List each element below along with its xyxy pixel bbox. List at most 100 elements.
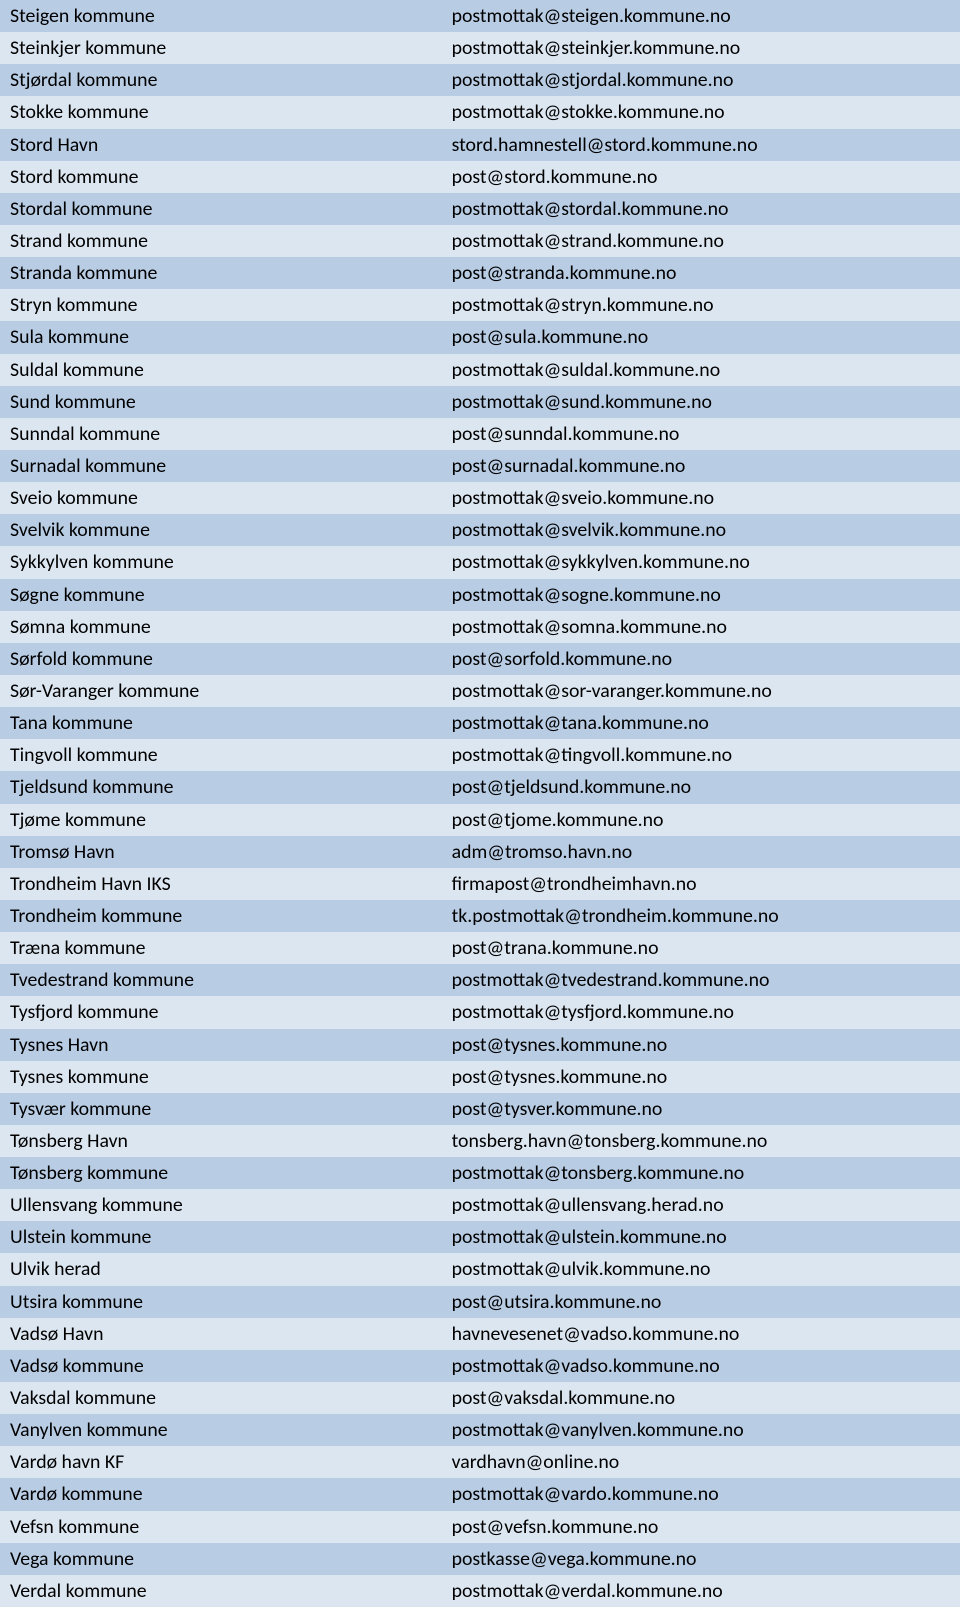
kommune-email: tonsberg.havn@tonsberg.kommune.no xyxy=(442,1125,960,1157)
table-row: Vardø kommunepostmottak@vardo.kommune.no xyxy=(0,1478,960,1510)
kommune-name: Sykkylven kommune xyxy=(0,546,442,578)
kommune-name: Tysfjord kommune xyxy=(0,996,442,1028)
kommune-name: Tønsberg kommune xyxy=(0,1157,442,1189)
kommune-name: Tvedestrand kommune xyxy=(0,964,442,996)
kommune-name: Suldal kommune xyxy=(0,354,442,386)
table-row: Surnadal kommunepost@surnadal.kommune.no xyxy=(0,450,960,482)
kommune-email: post@sorfold.kommune.no xyxy=(442,643,960,675)
kommune-name: Trondheim kommune xyxy=(0,900,442,932)
kommune-email: postmottak@strand.kommune.no xyxy=(442,225,960,257)
kommune-email: postmottak@vanylven.kommune.no xyxy=(442,1414,960,1446)
table-row: Tana kommunepostmottak@tana.kommune.no xyxy=(0,707,960,739)
kommune-name: Sør-Varanger kommune xyxy=(0,675,442,707)
table-row: Træna kommunepost@trana.kommune.no xyxy=(0,932,960,964)
table-row: Tjøme kommunepost@tjome.kommune.no xyxy=(0,804,960,836)
kommune-email-table: Steigen kommunepostmottak@steigen.kommun… xyxy=(0,0,960,1607)
table-row: Sveio kommunepostmottak@sveio.kommune.no xyxy=(0,482,960,514)
kommune-name: Vaksdal kommune xyxy=(0,1382,442,1414)
table-row: Tromsø Havnadm@tromso.havn.no xyxy=(0,836,960,868)
table-row: Stranda kommunepost@stranda.kommune.no xyxy=(0,257,960,289)
table-row: Stord kommunepost@stord.kommune.no xyxy=(0,161,960,193)
kommune-email: postmottak@ullensvang.herad.no xyxy=(442,1189,960,1221)
kommune-name: Sveio kommune xyxy=(0,482,442,514)
table-row: Strand kommunepostmottak@strand.kommune.… xyxy=(0,225,960,257)
kommune-email: post@surnadal.kommune.no xyxy=(442,450,960,482)
kommune-email: postmottak@tvedestrand.kommune.no xyxy=(442,964,960,996)
kommune-email: postmottak@stryn.kommune.no xyxy=(442,289,960,321)
kommune-email: post@vefsn.kommune.no xyxy=(442,1511,960,1543)
table-row: Tysnes Havnpost@tysnes.kommune.no xyxy=(0,1029,960,1061)
table-row: Trondheim Havn IKSfirmapost@trondheimhav… xyxy=(0,868,960,900)
kommune-email: postmottak@somna.kommune.no xyxy=(442,611,960,643)
kommune-email: postmottak@vardo.kommune.no xyxy=(442,1478,960,1510)
kommune-email: postmottak@verdal.kommune.no xyxy=(442,1575,960,1607)
kommune-email: postmottak@tingvoll.kommune.no xyxy=(442,739,960,771)
table-row: Suldal kommunepostmottak@suldal.kommune.… xyxy=(0,354,960,386)
kommune-name: Sunndal kommune xyxy=(0,418,442,450)
kommune-email: postmottak@stordal.kommune.no xyxy=(442,193,960,225)
kommune-email: post@utsira.kommune.no xyxy=(442,1286,960,1318)
table-row: Vefsn kommunepost@vefsn.kommune.no xyxy=(0,1511,960,1543)
kommune-email: post@vaksdal.kommune.no xyxy=(442,1382,960,1414)
kommune-name: Steigen kommune xyxy=(0,0,442,32)
kommune-name: Sula kommune xyxy=(0,321,442,353)
kommune-email: postmottak@vadso.kommune.no xyxy=(442,1350,960,1382)
table-row: Steinkjer kommunepostmottak@steinkjer.ko… xyxy=(0,32,960,64)
table-row: Utsira kommunepost@utsira.kommune.no xyxy=(0,1286,960,1318)
kommune-name: Tromsø Havn xyxy=(0,836,442,868)
table-row: Steigen kommunepostmottak@steigen.kommun… xyxy=(0,0,960,32)
kommune-email: post@stranda.kommune.no xyxy=(442,257,960,289)
table-row: Vanylven kommunepostmottak@vanylven.komm… xyxy=(0,1414,960,1446)
kommune-name: Vardø havn KF xyxy=(0,1446,442,1478)
table-row: Sørfold kommunepost@sorfold.kommune.no xyxy=(0,643,960,675)
table-row: Sykkylven kommunepostmottak@sykkylven.ko… xyxy=(0,546,960,578)
kommune-email: postmottak@sor-varanger.kommune.no xyxy=(442,675,960,707)
kommune-name: Svelvik kommune xyxy=(0,514,442,546)
table-row: Vaksdal kommunepost@vaksdal.kommune.no xyxy=(0,1382,960,1414)
kommune-name: Tjeldsund kommune xyxy=(0,771,442,803)
kommune-email: postmottak@suldal.kommune.no xyxy=(442,354,960,386)
kommune-name: Stord kommune xyxy=(0,161,442,193)
kommune-name: Træna kommune xyxy=(0,932,442,964)
table-row: Verdal kommunepostmottak@verdal.kommune.… xyxy=(0,1575,960,1607)
kommune-name: Strand kommune xyxy=(0,225,442,257)
kommune-email: postmottak@tonsberg.kommune.no xyxy=(442,1157,960,1189)
table-row: Tingvoll kommunepostmottak@tingvoll.komm… xyxy=(0,739,960,771)
kommune-email: postkasse@vega.kommune.no xyxy=(442,1543,960,1575)
table-row: Ulstein kommunepostmottak@ulstein.kommun… xyxy=(0,1221,960,1253)
kommune-name: Trondheim Havn IKS xyxy=(0,868,442,900)
kommune-name: Ulvik herad xyxy=(0,1253,442,1285)
table-row: Ullensvang kommunepostmottak@ullensvang.… xyxy=(0,1189,960,1221)
kommune-email: adm@tromso.havn.no xyxy=(442,836,960,868)
kommune-email: post@trana.kommune.no xyxy=(442,932,960,964)
kommune-name: Tysvær kommune xyxy=(0,1093,442,1125)
kommune-email: postmottak@tana.kommune.no xyxy=(442,707,960,739)
kommune-name: Vefsn kommune xyxy=(0,1511,442,1543)
table-row: Tjeldsund kommunepost@tjeldsund.kommune.… xyxy=(0,771,960,803)
kommune-email: postmottak@ulvik.kommune.no xyxy=(442,1253,960,1285)
kommune-name: Tana kommune xyxy=(0,707,442,739)
kommune-email: stord.hamnestell@stord.kommune.no xyxy=(442,129,960,161)
kommune-name: Utsira kommune xyxy=(0,1286,442,1318)
table-row: Tvedestrand kommunepostmottak@tvedestran… xyxy=(0,964,960,996)
table-row: Tysnes kommunepost@tysnes.kommune.no xyxy=(0,1061,960,1093)
kommune-name: Vardø kommune xyxy=(0,1478,442,1510)
kommune-name: Tingvoll kommune xyxy=(0,739,442,771)
kommune-email: post@tysver.kommune.no xyxy=(442,1093,960,1125)
table-row: Vadsø kommunepostmottak@vadso.kommune.no xyxy=(0,1350,960,1382)
kommune-name: Sømna kommune xyxy=(0,611,442,643)
table-row: Stordal kommunepostmottak@stordal.kommun… xyxy=(0,193,960,225)
kommune-name: Søgne kommune xyxy=(0,579,442,611)
kommune-name: Ulstein kommune xyxy=(0,1221,442,1253)
kommune-email: tk.postmottak@trondheim.kommune.no xyxy=(442,900,960,932)
table-row: Sør-Varanger kommunepostmottak@sor-varan… xyxy=(0,675,960,707)
kommune-email: postmottak@stokke.kommune.no xyxy=(442,96,960,128)
table-row: Sunndal kommunepost@sunndal.kommune.no xyxy=(0,418,960,450)
kommune-name: Stord Havn xyxy=(0,129,442,161)
kommune-email: havnevesenet@vadso.kommune.no xyxy=(442,1318,960,1350)
kommune-email: postmottak@sveio.kommune.no xyxy=(442,482,960,514)
kommune-name: Verdal kommune xyxy=(0,1575,442,1607)
kommune-email: postmottak@steigen.kommune.no xyxy=(442,0,960,32)
table-row: Søgne kommunepostmottak@sogne.kommune.no xyxy=(0,579,960,611)
kommune-email: post@tysnes.kommune.no xyxy=(442,1061,960,1093)
